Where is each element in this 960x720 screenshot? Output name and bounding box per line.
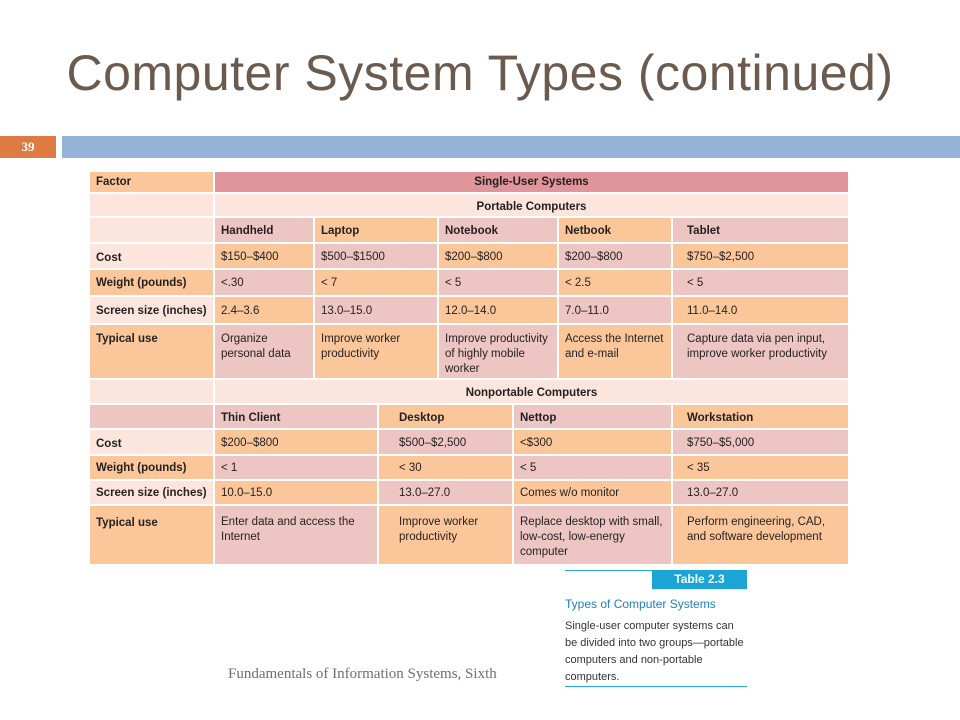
blank-label-cell	[90, 194, 215, 218]
row-label: Screen size (inches)	[90, 297, 215, 325]
row-label: Weight (pounds)	[90, 270, 215, 297]
table-cell: < 5	[673, 270, 850, 297]
table-cell: Improve productivity of highly mobile wo…	[439, 325, 559, 380]
table-cell: $150–$400	[215, 244, 315, 270]
table-cell: < 2.5	[559, 270, 673, 297]
computer-types-table: Factor Single-User Systems Portable Comp…	[90, 172, 850, 564]
table-cell: Replace desktop with small, low-cost, lo…	[514, 506, 673, 564]
table-cell: $200–$800	[439, 244, 559, 270]
col-header: Handheld	[215, 218, 315, 244]
table-cell: 10.0–15.0	[215, 481, 379, 506]
row-label: Cost	[90, 244, 215, 270]
caption-title: Types of Computer Systems	[565, 597, 716, 611]
row-label: Screen size (inches)	[90, 481, 215, 506]
table-cell: $200–$800	[215, 430, 379, 456]
table-cell: Perform engineering, CAD, and software d…	[673, 506, 850, 564]
portable-header: Portable Computers	[215, 194, 850, 218]
table-cell: <$300	[514, 430, 673, 456]
caption-bottom-rule	[565, 686, 747, 687]
blank-label-cell	[90, 218, 215, 244]
row-label: Weight (pounds)	[90, 456, 215, 481]
col-header: Workstation	[673, 405, 850, 430]
table-cell: < 5	[439, 270, 559, 297]
table-cell: < 5	[514, 456, 673, 481]
slide-title: Computer System Types (continued)	[66, 45, 894, 101]
table-cell: <.30	[215, 270, 315, 297]
table-cell: Access the Internet and e-mail	[559, 325, 673, 380]
table-cell: Comes w/o monitor	[514, 481, 673, 506]
col-header: Notebook	[439, 218, 559, 244]
table-caption: Table 2.3 Types of Computer Systems Sing…	[565, 570, 747, 688]
table-cell: 2.4–3.6	[215, 297, 315, 325]
table-cell: 11.0–14.0	[673, 297, 850, 325]
header-bar	[62, 136, 960, 158]
table-cell: Capture data via pen input, improve work…	[673, 325, 850, 380]
slide-number: 39	[0, 136, 56, 158]
single-user-header: Single-User Systems	[215, 172, 850, 194]
nonportable-header: Nonportable Computers	[215, 380, 850, 405]
table-cell: $750–$5,000	[673, 430, 850, 456]
table-cell: 13.0–27.0	[673, 481, 850, 506]
caption-body: Single-user computer systems can be divi…	[565, 620, 744, 683]
caption-tag: Table 2.3	[652, 570, 747, 589]
table-cell: $200–$800	[559, 244, 673, 270]
factor-header: Factor	[90, 172, 215, 194]
table-cell: Organize personal data	[215, 325, 315, 380]
table-cell: 13.0–15.0	[315, 297, 439, 325]
table-cell: < 35	[673, 456, 850, 481]
row-label: Cost	[90, 430, 215, 456]
table-cell: 7.0–11.0	[559, 297, 673, 325]
col-header: Thin Client	[215, 405, 379, 430]
col-header: Netbook	[559, 218, 673, 244]
table-cell: 12.0–14.0	[439, 297, 559, 325]
col-header: Tablet	[673, 218, 850, 244]
col-header: Desktop	[379, 405, 514, 430]
col-header: Laptop	[315, 218, 439, 244]
blank-label-cell	[90, 405, 215, 430]
table-cell: Improve worker productivity	[315, 325, 439, 380]
table-cell: $750–$2,500	[673, 244, 850, 270]
table-cell: < 1	[215, 456, 379, 481]
table-cell: < 7	[315, 270, 439, 297]
table-cell: < 30	[379, 456, 514, 481]
footer-text: Fundamentals of Information Systems, Six…	[228, 666, 497, 682]
row-label: Typical use	[90, 325, 215, 380]
row-label: Typical use	[90, 506, 215, 564]
table-cell: Enter data and access the Internet	[215, 506, 379, 564]
table-cell: 13.0–27.0	[379, 481, 514, 506]
col-header: Nettop	[514, 405, 673, 430]
table-cell: $500–$2,500	[379, 430, 514, 456]
blank-label-cell	[90, 380, 215, 405]
table-cell: $500–$1500	[315, 244, 439, 270]
table-cell: Improve worker productivity	[379, 506, 514, 564]
